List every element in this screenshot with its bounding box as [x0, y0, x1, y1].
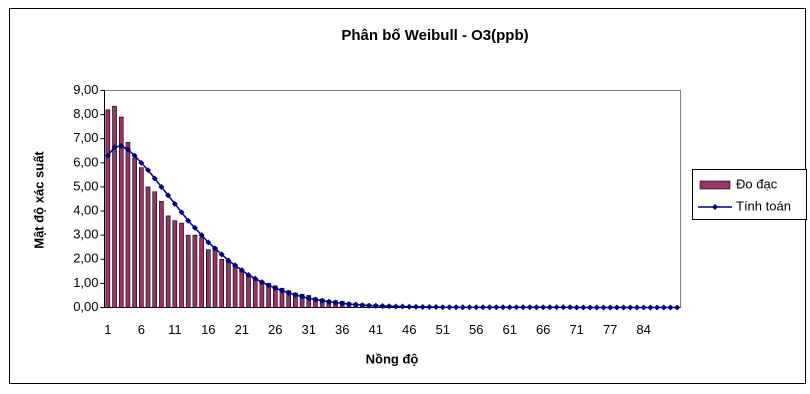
- bar: [173, 221, 177, 308]
- x-tick-label: 46: [402, 322, 416, 337]
- bar: [200, 238, 204, 308]
- plot-area: [105, 91, 681, 308]
- bar: [106, 110, 110, 308]
- bar: [253, 279, 257, 308]
- x-tick-label: 21: [235, 322, 249, 337]
- legend-swatch: [700, 181, 730, 189]
- bar: [240, 271, 244, 307]
- x-tick-label: 36: [335, 322, 349, 337]
- x-tick-label: 84: [636, 322, 650, 337]
- legend-label: Tính toán: [736, 198, 791, 213]
- x-tick-label: 16: [201, 322, 215, 337]
- x-tick-label: 51: [435, 322, 449, 337]
- bar: [226, 262, 230, 308]
- bar: [220, 259, 224, 307]
- bar: [206, 250, 210, 308]
- x-tick-label: 66: [536, 322, 550, 337]
- bar: [246, 276, 250, 307]
- y-tick-label: 8,00: [73, 106, 98, 121]
- x-tick-label: 41: [369, 322, 383, 337]
- bar: [193, 235, 197, 307]
- x-tick-label: 31: [302, 322, 316, 337]
- y-tick-label: 4,00: [73, 202, 98, 217]
- x-tick-label: 26: [268, 322, 282, 337]
- x-tick-label: 61: [502, 322, 516, 337]
- bar: [113, 106, 117, 307]
- x-tick-label: 11: [168, 322, 182, 337]
- bar: [180, 223, 184, 307]
- bar: [153, 192, 157, 308]
- x-tick-label: 1: [104, 322, 111, 337]
- x-tick-label: 6: [138, 322, 145, 337]
- bar: [186, 235, 190, 307]
- y-tick-label: 0,00: [73, 299, 98, 314]
- y-axis-title: Mật độ xác suất: [31, 151, 46, 249]
- y-tick-label: 2,00: [73, 251, 98, 266]
- bar: [146, 187, 150, 308]
- y-tick-label: 1,00: [73, 275, 98, 290]
- bar: [166, 216, 170, 308]
- bar: [213, 247, 217, 307]
- bar: [133, 158, 137, 307]
- bar: [159, 201, 163, 307]
- y-tick-label: 3,00: [73, 227, 98, 242]
- y-tick-label: 7,00: [73, 130, 98, 145]
- y-tick-label: 9,00: [73, 82, 98, 97]
- legend-label: Đo đạc: [736, 176, 778, 191]
- x-tick-label: 71: [569, 322, 583, 337]
- bar: [139, 168, 143, 308]
- x-tick-label: 56: [469, 322, 483, 337]
- y-tick-label: 6,00: [73, 154, 98, 169]
- x-tick-label: 77: [603, 322, 617, 337]
- chart-title: Phân bố Weibull - O3(ppb): [341, 27, 528, 44]
- bar: [233, 267, 237, 308]
- bar: [126, 142, 130, 307]
- x-axis-title: Nồng độ: [366, 351, 419, 366]
- y-tick-label: 5,00: [73, 178, 98, 193]
